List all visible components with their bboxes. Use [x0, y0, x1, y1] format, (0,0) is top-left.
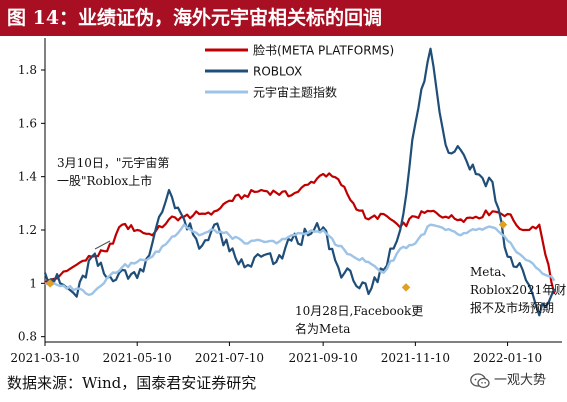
annotation-text-line: 名为Meta	[295, 321, 350, 336]
x-tick-label: 2021-05-10	[103, 351, 172, 365]
series-line-3	[44, 223, 556, 296]
annotation-text-line: 一股"Roblox上市	[57, 173, 152, 188]
series-line-1	[44, 172, 556, 295]
annotation-text-line: 3月10日，"元宇宙第	[57, 155, 169, 170]
figure-title: 图 14：业绩证伪，海外元宇宙相关标的回调	[7, 7, 383, 29]
annotation-marker	[498, 220, 508, 229]
y-tick-label: 1.4	[18, 170, 37, 184]
annotation-text-line: Meta、	[470, 265, 513, 279]
wechat-icon	[470, 373, 490, 389]
legend-label-3: 元宇宙主题指数	[253, 85, 337, 100]
figure-title-bar: 图 14：业绩证伪，海外元宇宙相关标的回调	[0, 0, 567, 36]
y-tick-label: 0.8	[18, 330, 37, 344]
legend-label-1: 脸书(META PLATFORMS)	[253, 44, 394, 58]
annotation-text-line: Roblox2021年财	[470, 283, 566, 297]
data-source-note: 数据来源：Wind，国泰君安证券研究	[7, 374, 257, 392]
y-tick-label: 1	[29, 276, 37, 290]
x-tick-label: 2021-03-10	[10, 351, 79, 365]
annotation-text-line: 10月28日,Facebook更	[295, 304, 423, 318]
y-tick-label: 1.6	[18, 116, 37, 130]
annotation-text-line: 报不及市场预期	[470, 300, 554, 315]
legend-label-2: ROBLOX	[253, 65, 302, 79]
watermark: 一观大势	[468, 370, 564, 392]
y-tick-label: 1.2	[18, 223, 37, 237]
x-tick-label: 2021-11-10	[381, 351, 450, 365]
annotation-connector	[94, 240, 111, 250]
series-line-2	[43, 47, 556, 317]
annotation-marker	[401, 283, 411, 292]
watermark-text: 一观大势	[494, 373, 547, 388]
annotation-marker	[45, 279, 55, 288]
y-tick-label: 1.8	[18, 63, 37, 77]
x-tick-label: 2021-09-10	[289, 351, 358, 365]
line-chart: 0.8 1 1.2 1.4 1.6 1.8 2021-03-10 2021-05-10 2021…	[10, 38, 566, 365]
x-tick-label: 2022-01-10	[473, 351, 542, 365]
x-tick-label: 2021-07-10	[195, 351, 264, 365]
